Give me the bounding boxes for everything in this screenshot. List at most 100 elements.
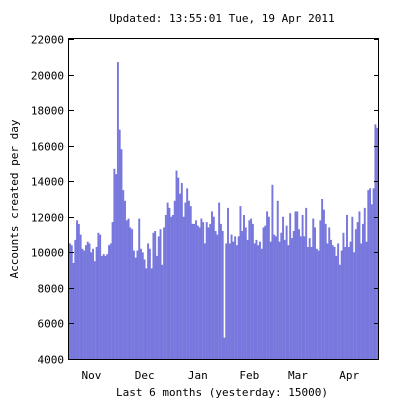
bar [285,225,288,359]
bar [99,234,102,359]
bar [372,188,375,359]
bar [349,241,352,359]
bar [77,223,80,359]
bar [365,241,368,359]
bar [294,211,297,359]
bar [72,263,75,359]
x-tick-label: Mar [288,369,308,382]
bar [322,209,325,359]
bar [193,223,196,359]
bar [207,227,210,359]
bar [317,250,320,359]
bar [93,261,96,359]
bar [275,236,277,359]
bar [127,218,130,359]
bar [243,215,245,359]
bar [346,215,348,359]
bar [321,199,324,359]
bar [209,223,212,359]
bar [179,193,182,359]
bar [111,222,114,359]
bar [156,255,158,359]
bar [266,211,269,359]
bar [255,239,258,359]
bar [118,129,121,359]
bar [326,243,329,359]
bar [338,264,341,359]
bar [84,245,87,359]
bar [120,149,123,359]
bar [211,211,213,359]
bar [124,200,126,359]
bar [370,204,373,359]
bar [262,227,265,359]
y-tick-label: 16000 [31,141,64,154]
bar [340,250,343,359]
bar [362,223,364,359]
bar [214,231,217,359]
bar [221,231,224,359]
bar [260,248,263,359]
bar [306,247,309,359]
x-tick-label: Apr [339,369,359,382]
y-tick-label: 10000 [31,247,64,260]
bar [218,202,221,359]
bar [315,248,318,359]
bar [132,250,135,359]
bar [195,220,198,359]
bars-group [69,62,379,360]
bar [148,248,151,359]
bar [292,231,295,359]
bar [259,241,261,359]
bar [271,184,274,359]
bar [308,238,311,359]
bar [250,218,253,359]
bar [168,207,171,359]
bar [173,200,176,359]
bar [125,220,128,359]
bar [246,239,249,359]
x-tick-label: Feb [239,369,259,382]
bar [330,239,332,359]
bar [145,268,148,359]
bar [282,216,285,359]
bar [141,252,144,359]
bar [223,337,226,359]
bar [150,268,153,359]
bar [331,245,334,359]
bar [360,243,363,359]
x-tick-label: Nov [81,369,101,382]
bar [100,255,103,359]
x-tick-label: Jan [188,369,208,382]
chart-title: Updated: 13:55:01 Tue, 19 Apr 2011 [109,12,334,25]
bar [83,250,86,359]
bar [319,220,322,359]
bar [298,229,301,359]
bar [159,229,162,359]
bar [253,243,256,359]
bar [342,232,345,359]
bar [186,188,189,359]
bar [136,250,139,359]
bar [177,177,180,359]
bar [296,211,299,359]
bar [163,227,166,359]
bar [122,190,125,359]
bar [312,218,315,359]
bar [376,127,379,359]
bar [200,218,203,359]
bar [239,206,242,359]
bar [235,245,238,359]
bar [269,241,272,359]
bar [170,216,173,359]
bar [337,243,340,359]
bar [116,62,119,360]
bar [147,243,150,359]
bar [154,231,157,359]
bar [267,216,270,359]
bar [335,255,338,359]
bar [228,243,231,359]
bar [328,227,331,359]
bar [310,247,313,359]
